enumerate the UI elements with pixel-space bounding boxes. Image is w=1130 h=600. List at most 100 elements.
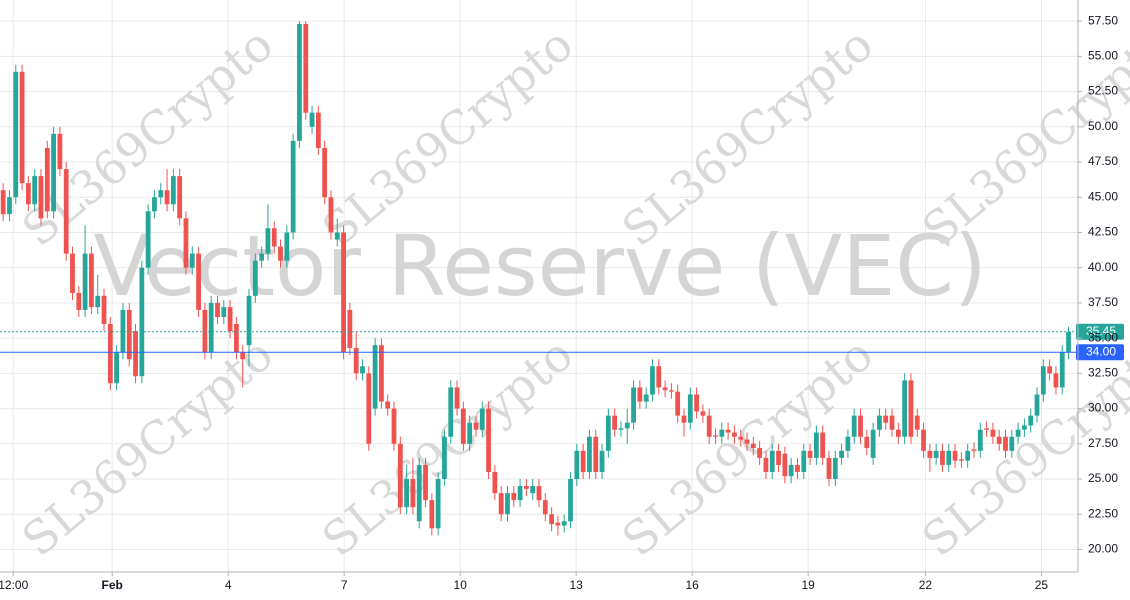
candle-body <box>902 380 908 437</box>
candle-body <box>158 190 164 198</box>
candle-body <box>744 439 750 444</box>
candle-body <box>1015 429 1021 437</box>
candle-body <box>889 415 895 430</box>
candle-body <box>379 345 384 402</box>
candle-body <box>990 429 996 437</box>
price-label: 35.45 <box>1086 324 1116 338</box>
candle-body <box>1003 436 1008 451</box>
candle-body <box>643 394 649 402</box>
x-tick-label: 22 <box>919 578 933 592</box>
candle-body <box>801 450 807 472</box>
x-tick-label: 4 <box>225 578 232 592</box>
candle-body <box>612 415 618 430</box>
candle-body <box>700 411 706 416</box>
candle-body <box>719 429 725 437</box>
y-tick-label: 32.50 <box>1088 366 1118 380</box>
candle-body <box>1053 373 1059 388</box>
axes: 20.00 22.50 25.00 27.50 30.00 32.50 35.00 37.50… <box>0 0 1118 592</box>
candle-body <box>826 457 832 480</box>
candle-body <box>70 253 75 294</box>
candle-body <box>574 450 580 480</box>
candle-body <box>851 415 857 437</box>
x-tick-label: 7 <box>341 578 348 592</box>
candle-body <box>32 176 38 205</box>
candle-body <box>278 246 283 261</box>
y-tick-label: 35.00 <box>1088 330 1118 344</box>
candle-body <box>587 436 592 472</box>
candle-body <box>668 390 674 392</box>
candle-body <box>933 450 939 458</box>
y-tick-label: 40.00 <box>1088 260 1118 274</box>
candle-body <box>101 295 107 325</box>
candle-body <box>221 307 227 317</box>
candle-body <box>845 436 851 451</box>
candles <box>0 21 1071 536</box>
candle-body <box>940 450 945 465</box>
candle-body <box>95 295 101 308</box>
candle-body <box>334 232 340 240</box>
candle-body <box>977 429 983 451</box>
candle-body <box>57 133 63 170</box>
candle-body <box>914 415 920 430</box>
candle-body <box>813 432 819 458</box>
candle-body <box>366 373 372 444</box>
candle-body <box>656 366 662 388</box>
candle-body <box>624 422 630 429</box>
candle-body <box>713 435 718 437</box>
candle-body <box>593 436 599 472</box>
candle-body <box>523 486 529 489</box>
candle-body <box>637 387 643 402</box>
candle-body <box>435 479 441 529</box>
candle-body <box>996 436 1002 444</box>
candle-body <box>1034 394 1040 416</box>
candle-body <box>549 514 555 525</box>
candle-body <box>240 352 246 360</box>
candle-body <box>410 479 416 508</box>
candle-body <box>536 486 542 501</box>
candle-body <box>297 23 302 141</box>
candle-body <box>63 169 69 254</box>
candle-body <box>511 493 517 501</box>
candle-body <box>416 464 422 522</box>
candle-body <box>1009 436 1015 451</box>
candle-body <box>732 432 737 437</box>
candle-body <box>76 293 82 310</box>
candle-body <box>984 428 989 430</box>
watermark: Vector Reserve (VEC) <box>93 217 986 315</box>
candle-body <box>820 432 826 458</box>
candle-body <box>605 415 611 451</box>
x-tick-label: 12:00 <box>0 578 29 592</box>
y-tick-label: 52.50 <box>1088 84 1118 98</box>
candle-body <box>391 408 397 444</box>
candle-body <box>1047 366 1053 374</box>
candle-body <box>725 429 731 433</box>
candle-body <box>423 464 428 501</box>
candle-body <box>284 232 290 261</box>
x-tick-label: 19 <box>802 578 816 592</box>
y-tick-label: 57.50 <box>1088 13 1118 27</box>
candle-body <box>133 331 138 377</box>
candle-body <box>530 486 536 494</box>
candle-body <box>1040 366 1046 395</box>
candle-body <box>832 457 838 480</box>
y-tick-label: 27.50 <box>1088 436 1118 450</box>
candle-body <box>870 429 876 458</box>
candle-body <box>883 415 889 423</box>
grid <box>0 0 1078 572</box>
candle-body <box>1028 415 1034 426</box>
candle-body <box>271 228 277 247</box>
candle-body <box>353 347 359 374</box>
price-label: 34.00 <box>1086 344 1116 358</box>
candle-body <box>788 464 794 477</box>
candle-body <box>309 112 315 127</box>
candle-body <box>769 450 775 472</box>
candle-body <box>706 415 712 437</box>
candle-body <box>927 450 933 458</box>
candle-body <box>252 260 258 296</box>
candle-body <box>795 464 800 472</box>
candle-body <box>568 479 573 522</box>
candle-body <box>864 436 870 449</box>
candle-body <box>952 450 958 461</box>
candle-body <box>164 190 170 205</box>
candle-body <box>227 307 233 332</box>
